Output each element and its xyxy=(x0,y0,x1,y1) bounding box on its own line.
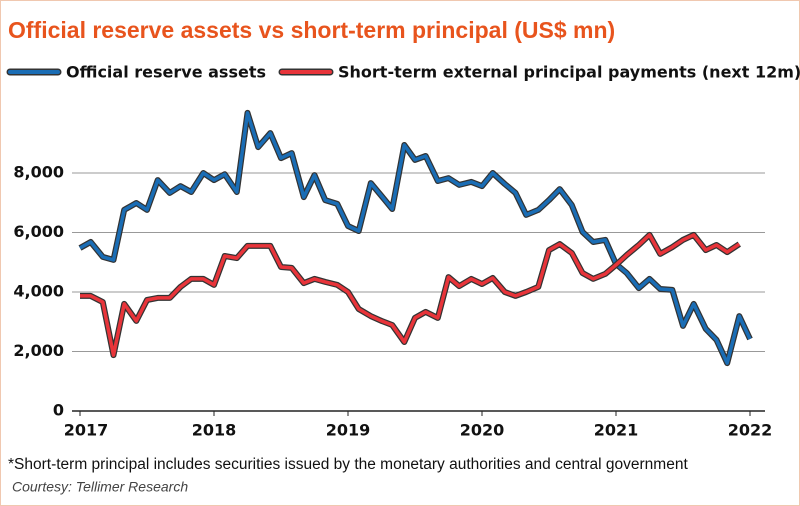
x-tick-label: 2018 xyxy=(192,421,237,440)
y-tick-label: 4,000 xyxy=(13,282,64,301)
chart-title: Official reserve assets vs short-term pr… xyxy=(8,17,615,43)
y-tick-label: 8,000 xyxy=(13,163,64,182)
legend-label: Short-term external principal payments (… xyxy=(338,63,800,82)
x-tick-label: 2017 xyxy=(64,421,109,440)
x-tick-label: 2020 xyxy=(460,421,505,440)
x-tick-label: 2019 xyxy=(326,421,371,440)
footnote: *Short-term principal includes securitie… xyxy=(8,456,688,473)
legend-label: Official reserve assets xyxy=(66,63,266,82)
y-tick-label: 0 xyxy=(53,401,64,420)
x-tick-label: 2021 xyxy=(594,421,639,440)
x-tick-label: 2022 xyxy=(728,421,773,440)
series-line xyxy=(80,233,741,357)
y-tick-label: 6,000 xyxy=(13,222,64,241)
y-tick-label: 2,000 xyxy=(13,341,64,360)
source: Courtesy: Tellimer Research xyxy=(12,479,188,495)
series-line xyxy=(79,111,752,365)
